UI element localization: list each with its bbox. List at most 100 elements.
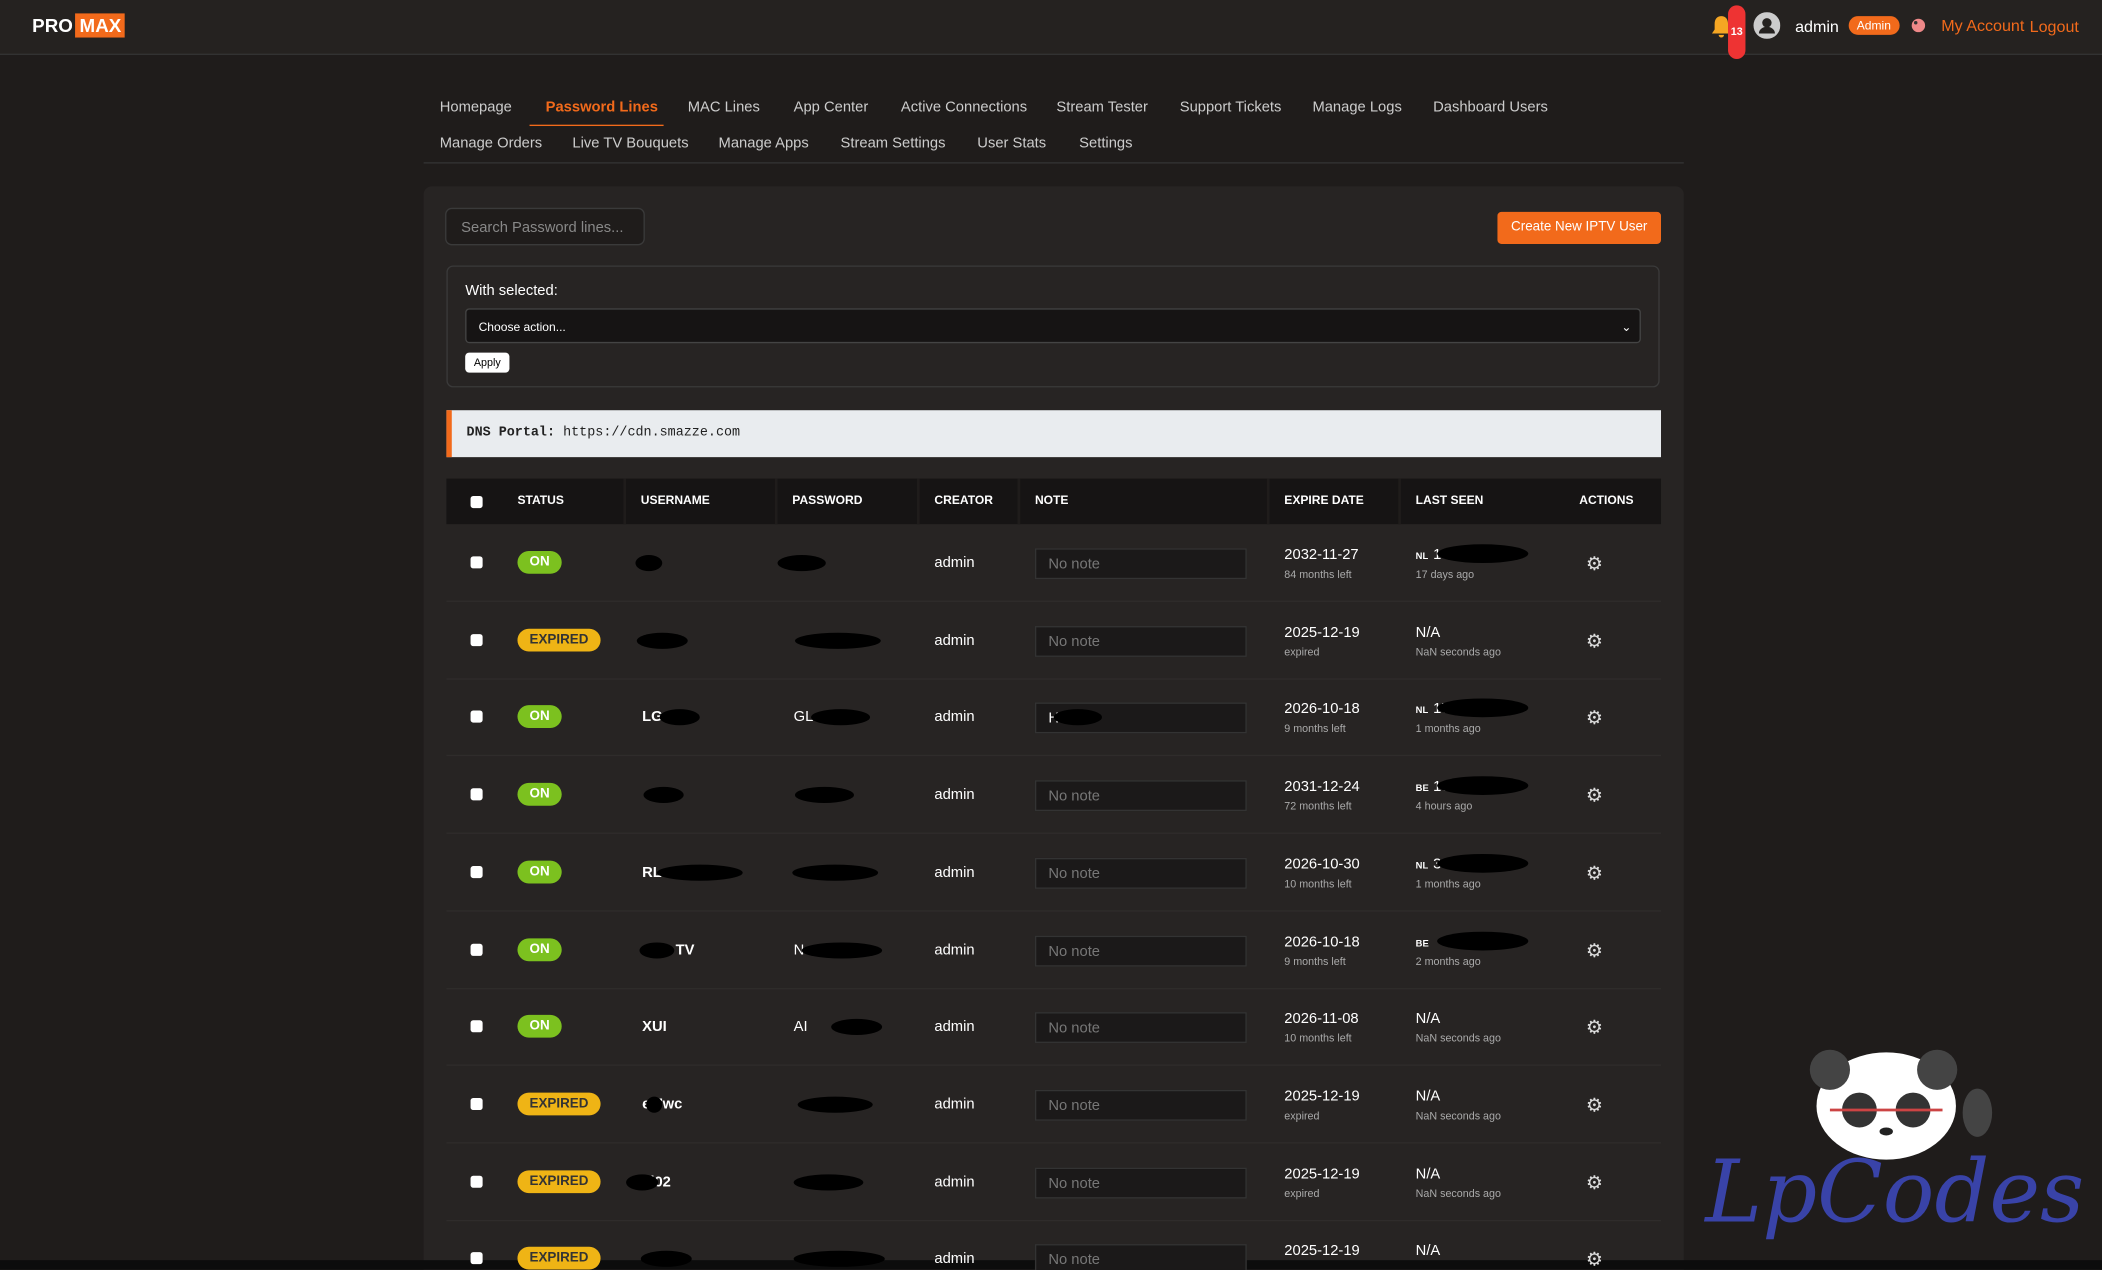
note-input[interactable]: No note (1034, 935, 1247, 966)
expire-date: 2025-12-19 (1284, 1088, 1360, 1105)
expire-info: 84 months left (1284, 568, 1352, 581)
redaction (801, 941, 883, 958)
username: RL (642, 864, 662, 881)
note-input[interactable]: No note (1034, 548, 1247, 580)
settings-icon[interactable]: ⚙ (1585, 1171, 1603, 1193)
nav-tab[interactable]: User Stats (977, 135, 1047, 152)
settings-icon[interactable]: ⚙ (1585, 784, 1603, 806)
nav-tab[interactable]: Live TV Bouquets (572, 135, 689, 152)
note-input[interactable]: No note (1034, 857, 1247, 889)
create-button[interactable]: Create New IPTV User (1497, 211, 1662, 244)
expire-info: 72 months left (1284, 800, 1352, 813)
settings-icon[interactable]: ⚙ (1585, 1093, 1603, 1116)
nav-tab[interactable]: Stream Settings (840, 135, 946, 152)
select-text: Choose action... (478, 320, 566, 334)
row-divider (446, 1142, 1662, 1144)
checkbox[interactable] (470, 1252, 483, 1265)
status-badge: ON (517, 783, 562, 806)
status-badge: ON (517, 937, 562, 961)
checkbox[interactable] (470, 633, 483, 646)
expire-info: 9 months left (1284, 955, 1346, 968)
status-badge: ON (517, 550, 562, 574)
row-divider (446, 1064, 1662, 1067)
last-seen-ago: NaN seconds ago (1415, 1187, 1501, 1200)
nav-tab[interactable]: Active Connections (900, 99, 1028, 116)
note-input[interactable]: No note (1034, 1089, 1247, 1121)
expire-info: expired (1284, 1109, 1320, 1122)
last-seen-ago: 1 months ago (1415, 723, 1481, 736)
expire-date: 2031-12-24 (1284, 779, 1360, 796)
checkbox[interactable] (470, 1020, 483, 1033)
redaction (635, 555, 663, 572)
column-header: USERNAME (640, 493, 710, 507)
nav-tab[interactable]: Password Lines (545, 99, 658, 116)
status-badge: ON (517, 860, 562, 884)
nav-tab[interactable]: MAC Lines (687, 99, 760, 116)
theme-icon[interactable] (1910, 17, 1926, 33)
last-seen: N/A (1415, 1243, 1441, 1260)
note-input[interactable]: No note (1034, 1167, 1247, 1198)
table-header (446, 478, 1662, 525)
column-header: EXPIRE DATE (1284, 493, 1364, 507)
checkbox[interactable] (470, 496, 483, 509)
nav-tab[interactable]: Manage Logs (1312, 99, 1402, 116)
status-badge: ON (517, 1015, 562, 1038)
checkbox[interactable] (470, 865, 483, 878)
apply-button[interactable]: Apply (465, 352, 510, 373)
creator: admin (934, 787, 975, 804)
note-input[interactable]: No note (1034, 1012, 1247, 1044)
search-input[interactable]: Search Password lines... (445, 207, 645, 246)
last-seen-ago: NaN seconds ago (1415, 645, 1501, 658)
avatar-icon[interactable] (1753, 12, 1781, 39)
settings-icon[interactable]: ⚙ (1585, 1248, 1603, 1270)
bulk-label: With selected: (465, 282, 558, 299)
checkbox[interactable] (470, 1175, 483, 1188)
row-divider (446, 832, 1662, 834)
bell-icon[interactable] (1711, 15, 1732, 39)
note-input[interactable]: No note (1034, 780, 1247, 812)
settings-icon[interactable]: ⚙ (1585, 707, 1603, 729)
checkbox[interactable] (470, 788, 483, 801)
column-divider (623, 478, 627, 525)
expire-date: 2026-11-08 (1284, 1011, 1359, 1028)
settings-icon[interactable]: ⚙ (1585, 939, 1603, 961)
note-input[interactable]: No note (1034, 625, 1247, 657)
redaction (792, 864, 879, 881)
column-header: ACTIONS (1579, 493, 1634, 507)
logo[interactable]: PRO MAX (32, 13, 126, 38)
nav-tab[interactable]: Support Tickets (1179, 99, 1282, 116)
dns-label: DNS Portal: (466, 426, 556, 442)
username: LG (642, 709, 663, 726)
last-seen-ago: NaN seconds ago (1415, 1032, 1501, 1045)
nav-tab[interactable]: App Center (793, 99, 869, 116)
column-divider (1398, 478, 1401, 525)
expire-date: 2025-12-19 (1284, 1165, 1360, 1182)
expire-info: expired (1284, 1187, 1320, 1200)
checkbox[interactable] (470, 1097, 483, 1110)
checkbox[interactable] (470, 711, 483, 724)
nav-tab[interactable]: Dashboard Users (1433, 99, 1548, 116)
redaction (659, 709, 700, 726)
checkbox[interactable] (470, 943, 483, 956)
last-seen-ago: NaN seconds ago (1415, 1109, 1501, 1122)
settings-icon[interactable]: ⚙ (1585, 861, 1603, 884)
note-input[interactable]: No note (1034, 1244, 1247, 1270)
nav-tab[interactable]: Manage Orders (439, 135, 543, 152)
nav-tab[interactable]: Homepage (439, 99, 512, 116)
logout-link[interactable]: Logout (2029, 17, 2079, 37)
password: AI (793, 1019, 808, 1036)
row-divider (446, 600, 1662, 602)
settings-icon[interactable]: ⚙ (1585, 1016, 1603, 1038)
my-account-link[interactable]: My Account (1941, 16, 2025, 35)
password: GL (793, 709, 814, 726)
settings-icon[interactable]: ⚙ (1585, 629, 1603, 652)
country: BE (1415, 939, 1429, 949)
nav-tab[interactable]: Settings (1079, 135, 1133, 152)
checkbox[interactable] (470, 556, 483, 569)
settings-icon[interactable]: ⚙ (1585, 552, 1603, 574)
nav-tab[interactable]: Manage Apps (718, 135, 809, 152)
nav-tab[interactable]: Stream Tester (1056, 99, 1148, 116)
status-badge: EXPIRED (517, 628, 601, 652)
action-select[interactable]: Choose action... ⌄ (465, 308, 1641, 344)
